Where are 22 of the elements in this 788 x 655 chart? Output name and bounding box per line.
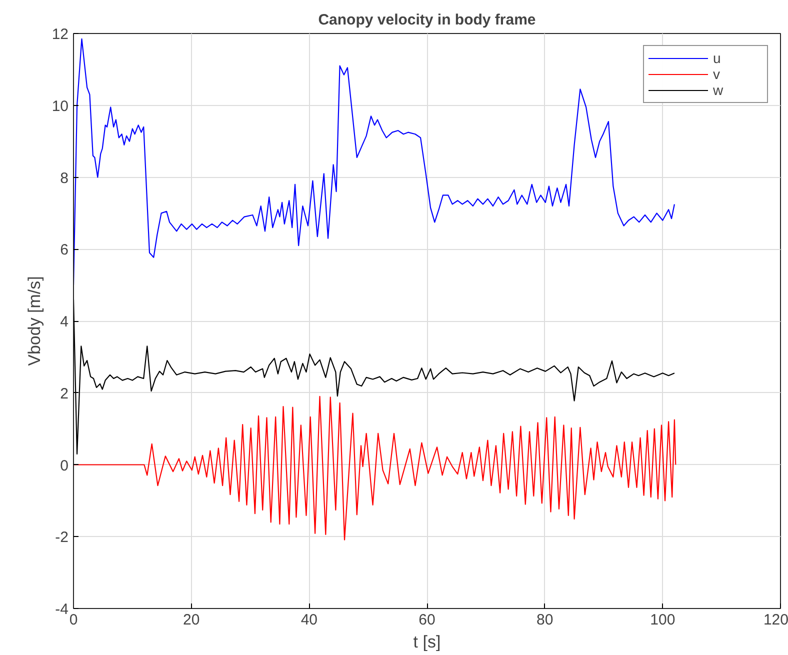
- y-tick-label: 10: [52, 98, 69, 115]
- y-axis-title: Vbody [m/s]: [24, 276, 44, 366]
- x-tick-label: 120: [763, 612, 788, 628]
- legend-label: u: [713, 50, 722, 66]
- x-tick-label: 20: [182, 612, 200, 628]
- x-tick-label: 60: [418, 612, 436, 628]
- y-tick-label: -2: [55, 529, 69, 546]
- line-series: [74, 396, 676, 540]
- legend-label: w: [713, 82, 724, 98]
- chart-title: Canopy velocity in body frame: [318, 12, 536, 28]
- y-tick-label: 2: [60, 385, 68, 402]
- y-tick-label: 8: [60, 170, 68, 187]
- x-tick-label: 100: [650, 612, 676, 628]
- x-tick-label: 80: [536, 612, 554, 628]
- x-axis-title: t [s]: [413, 632, 441, 652]
- y-tick-label: 4: [60, 314, 68, 330]
- y-tick-label: 12: [52, 26, 69, 43]
- y-tick-label: -4: [55, 601, 69, 618]
- legend-label: v: [713, 66, 721, 82]
- y-tick-label: 0: [60, 457, 68, 474]
- y-tick-label: 6: [60, 242, 68, 259]
- x-tick-label: 40: [300, 612, 318, 628]
